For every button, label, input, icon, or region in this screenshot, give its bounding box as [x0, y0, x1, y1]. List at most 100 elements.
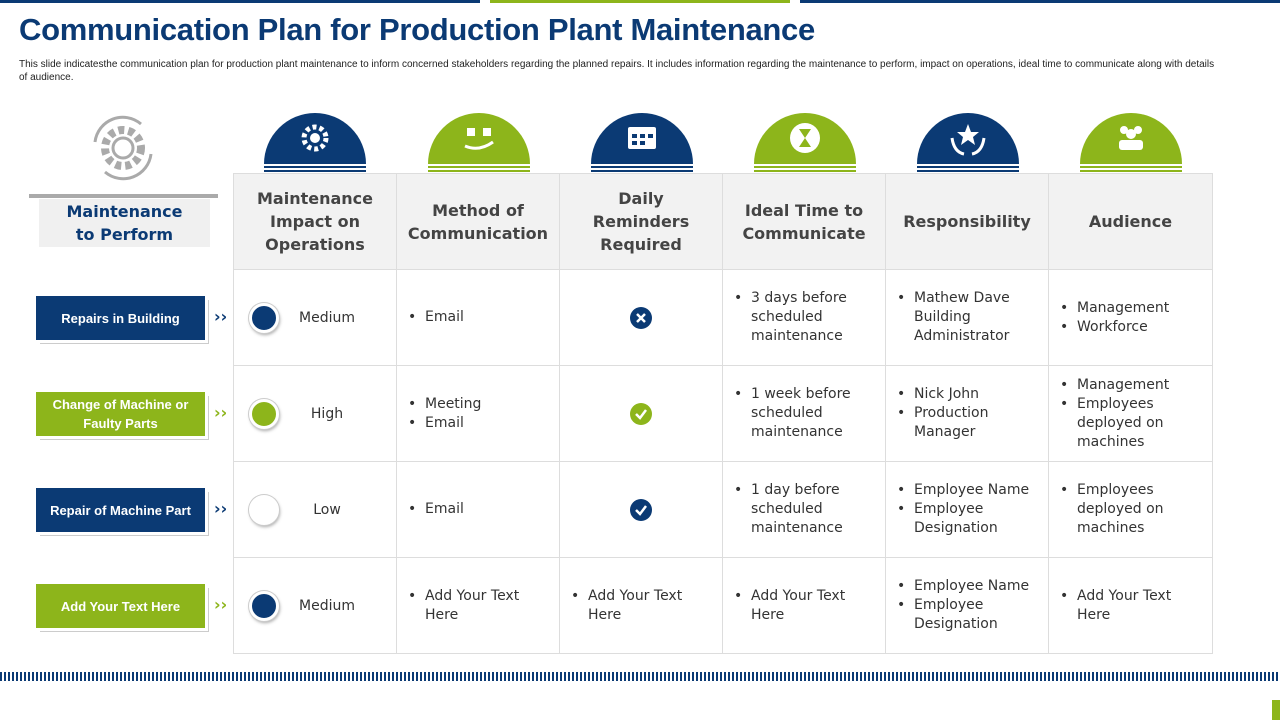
table-cell — [560, 462, 723, 558]
table-cell: MeetingEmail — [397, 366, 560, 462]
column-icon — [590, 113, 693, 172]
bullet-list: ManagementEmployees deployed on machines — [1059, 376, 1202, 452]
table-cell: ManagementEmployees deployed on machines — [1049, 366, 1213, 462]
impact-dot — [249, 398, 279, 429]
table-cell: Add Your Text Here — [560, 558, 723, 654]
bullet-list: 1 week before scheduled maintenance — [733, 385, 875, 442]
bullet-item: Meeting — [408, 395, 549, 414]
bullet-item: Add Your Text Here — [408, 587, 549, 625]
bullet-item: Employee Designation — [897, 596, 1038, 634]
table-cell: Add Your Text Here — [1049, 558, 1213, 654]
bullet-list: Nick JohnProduction Manager — [896, 385, 1038, 442]
column-header: Audience — [1049, 173, 1213, 270]
bullet-list: Add Your Text Here — [570, 587, 712, 625]
column-icon — [427, 113, 530, 172]
bullet-list: Mathew Dave Building Administrator — [896, 289, 1038, 346]
impact-level: Medium — [299, 309, 355, 326]
column-icon — [264, 113, 366, 172]
corner-mark — [1272, 700, 1280, 720]
arrow: ›› — [214, 595, 228, 614]
bullet-item: Employees deployed on machines — [1060, 481, 1202, 538]
reminder-icon — [630, 306, 652, 329]
bullet-list: Add Your Text Here — [733, 587, 875, 625]
column-icon — [1080, 113, 1182, 172]
task-label: Change of Machine or Faulty Parts — [36, 392, 205, 436]
arrow: ›› — [214, 403, 228, 422]
reminder-icon — [630, 498, 652, 521]
bullet-item: Nick John — [897, 385, 1038, 404]
impact-level: Low — [313, 501, 341, 518]
table-cell: Email — [397, 270, 560, 366]
bullet-item: Employees deployed on machines — [1060, 395, 1202, 452]
bullet-list: Add Your Text Here — [407, 587, 549, 625]
bullet-item: Production Manager — [897, 404, 1038, 442]
title: Communication Plan for Production Plant … — [19, 12, 815, 47]
bullet-list: 1 day before scheduled maintenance — [733, 481, 875, 538]
table-cell: 1 week before scheduled maintenance — [723, 366, 886, 462]
impact-level: High — [310, 405, 344, 422]
column-header: Method of Communication — [397, 173, 560, 270]
bullet-item: Employee Name — [897, 577, 1038, 596]
table-cell: Add Your Text Here — [723, 558, 886, 654]
row-header: Maintenance to Perform — [39, 199, 210, 247]
bullet-item: Workforce — [1060, 318, 1202, 337]
bullet-item: 1 day before scheduled maintenance — [734, 481, 875, 538]
table-cell: Employees deployed on machines — [1049, 462, 1213, 558]
bullet-list: Email — [407, 308, 549, 327]
table-cell: Employee NameEmployee Designation — [886, 558, 1049, 654]
column-header: Responsibility — [886, 173, 1049, 270]
table-cell — [560, 366, 723, 462]
table-cell: High — [233, 366, 397, 462]
impact-dot — [249, 494, 279, 525]
bullet-list: Employee NameEmployee Designation — [896, 577, 1038, 634]
gear-icon — [93, 115, 153, 181]
bullet-item: Email — [408, 500, 549, 519]
bullet-item: Email — [408, 308, 549, 327]
table-cell: Mathew Dave Building Administrator — [886, 270, 1049, 366]
bullet-list: 3 days before scheduled maintenance — [733, 289, 875, 346]
table-cell: Nick JohnProduction Manager — [886, 366, 1049, 462]
bullet-item: 3 days before scheduled maintenance — [734, 289, 875, 346]
bullet-list: Employee NameEmployee Designation — [896, 481, 1038, 538]
arrow: ›› — [214, 307, 228, 326]
bullet-item: Employee Designation — [897, 500, 1038, 538]
bullet-item: Add Your Text Here — [734, 587, 875, 625]
bullet-item: Email — [408, 414, 549, 433]
table-cell: Low — [233, 462, 397, 558]
task-label: Repairs in Building — [36, 296, 205, 340]
footer-stripes — [0, 672, 1280, 681]
table-cell: Employee NameEmployee Designation — [886, 462, 1049, 558]
bullet-item: 1 week before scheduled maintenance — [734, 385, 875, 442]
table-cell: ManagementWorkforce — [1049, 270, 1213, 366]
table-cell: Add Your Text Here — [397, 558, 560, 654]
bullet-item: Employee Name — [897, 481, 1038, 500]
column-icon — [753, 113, 856, 172]
bullet-item: Add Your Text Here — [1060, 587, 1202, 625]
column-header: Maintenance Impact on Operations — [233, 173, 397, 270]
top-bar — [0, 0, 480, 3]
bullet-list: Add Your Text Here — [1059, 587, 1202, 625]
table-cell: Medium — [233, 270, 397, 366]
top-bar — [490, 0, 790, 3]
bullet-list: Employees deployed on machines — [1059, 481, 1202, 538]
bullet-list: MeetingEmail — [407, 395, 549, 433]
description: This slide indicatesthe communication pl… — [19, 59, 1215, 83]
bullet-item: Add Your Text Here — [571, 587, 712, 625]
table-cell: Medium — [233, 558, 397, 654]
table-cell: 1 day before scheduled maintenance — [723, 462, 886, 558]
impact-level: Medium — [299, 597, 355, 614]
task-label: Repair of Machine Part — [36, 488, 205, 532]
bullet-item: Management — [1060, 299, 1202, 318]
column-header: Ideal Time to Communicate — [723, 173, 886, 270]
column-icon — [916, 113, 1019, 172]
impact-dot — [249, 302, 279, 333]
top-bar — [800, 0, 1280, 3]
reminder-icon — [630, 402, 652, 425]
bullet-list: Email — [407, 500, 549, 519]
arrow: ›› — [214, 499, 228, 518]
task-label: Add Your Text Here — [36, 584, 205, 628]
table-cell: 3 days before scheduled maintenance — [723, 270, 886, 366]
column-header: Daily Reminders Required — [560, 173, 723, 270]
bullet-item: Management — [1060, 376, 1202, 395]
